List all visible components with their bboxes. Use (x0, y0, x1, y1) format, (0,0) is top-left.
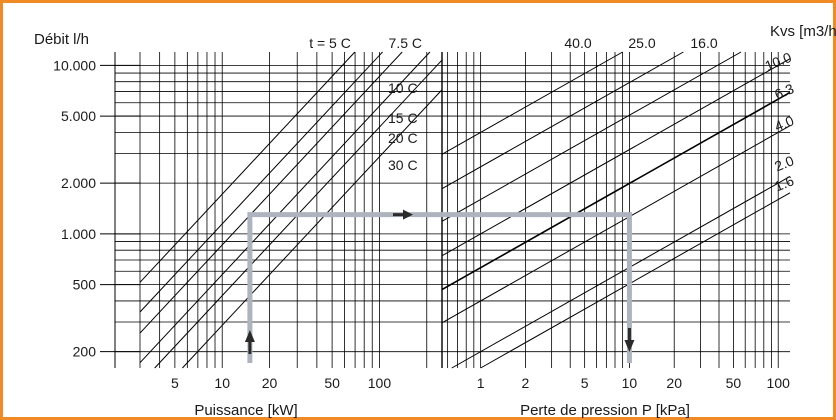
kvs-label: 6.3 (772, 80, 796, 102)
kvs-label: 2.0 (772, 152, 796, 174)
delta-t-label: 15 C (388, 110, 418, 126)
example-line (247, 212, 632, 363)
kvs-title: Kvs [m3/h] (770, 23, 836, 40)
curves-layer (139, 51, 791, 369)
kvs-label: 16.0 (690, 35, 717, 51)
x-tick-label-left: 5 (171, 375, 179, 391)
kvs-line (441, 125, 791, 324)
y-tick-label: 5.000 (61, 108, 96, 124)
kvs-label: 4.0 (772, 112, 796, 134)
x-tick-label-left: 100 (368, 375, 392, 391)
y-tick-label: 2.000 (61, 175, 96, 191)
x-tick-label-right: 2 (522, 375, 530, 391)
x-axis-title-right: Perte de pression P [kPa] (520, 402, 690, 419)
arrow-up-icon (244, 330, 255, 342)
delta-t-line (139, 51, 383, 313)
delta-t-label: 20 C (388, 130, 418, 146)
x-tick-label-right: 1 (477, 375, 485, 391)
kvs-line (441, 91, 791, 291)
arrow-right-shaft (393, 213, 405, 217)
delta-t-label: 30 C (388, 157, 418, 173)
delta-t-label: 7.5 C (389, 35, 422, 51)
arrow-up-shaft (248, 340, 252, 354)
x-tick-label-right: 5 (581, 375, 589, 391)
y-tick-label: 200 (73, 344, 97, 360)
kvs-line (441, 51, 742, 222)
delta-t-label: 10 C (388, 80, 418, 96)
kvs-label: 40.0 (564, 35, 591, 51)
delta-t-line (139, 51, 356, 283)
x-tick-label-right: 100 (767, 375, 791, 391)
x-tick-label-left: 10 (214, 375, 230, 391)
delta-t-line (139, 51, 431, 364)
kvs-line (480, 192, 791, 369)
y-tick-label: 500 (73, 277, 97, 293)
y-tick-label: 1.000 (61, 226, 96, 242)
kvs-line (451, 176, 791, 369)
kvs-label: 1.6 (772, 172, 796, 194)
arrow-down-shaft (627, 328, 631, 342)
x-axis-title-left: Puissance [kW] (194, 402, 297, 419)
y-axis-title: Débit l/h (34, 31, 89, 48)
kvs-line (441, 51, 623, 155)
delta-t-label: t = 5 C (309, 35, 351, 51)
x-tick-label-right: 10 (622, 375, 638, 391)
kvs-line (441, 58, 791, 257)
arrow-down-icon (624, 340, 635, 352)
x-tick-label-right: 50 (726, 375, 742, 391)
example-path (244, 209, 635, 363)
arrow-right-icon (403, 209, 413, 220)
x-tick-label-right: 20 (666, 375, 682, 391)
delta-t-line (139, 51, 403, 334)
y-tick-label: 10.000 (53, 57, 96, 73)
kvs-label: 25.0 (628, 35, 655, 51)
kvs-line (441, 51, 684, 190)
x-tick-label-left: 50 (324, 375, 340, 391)
x-tick-label-left: 20 (262, 375, 278, 391)
delta-t-line (182, 89, 443, 369)
